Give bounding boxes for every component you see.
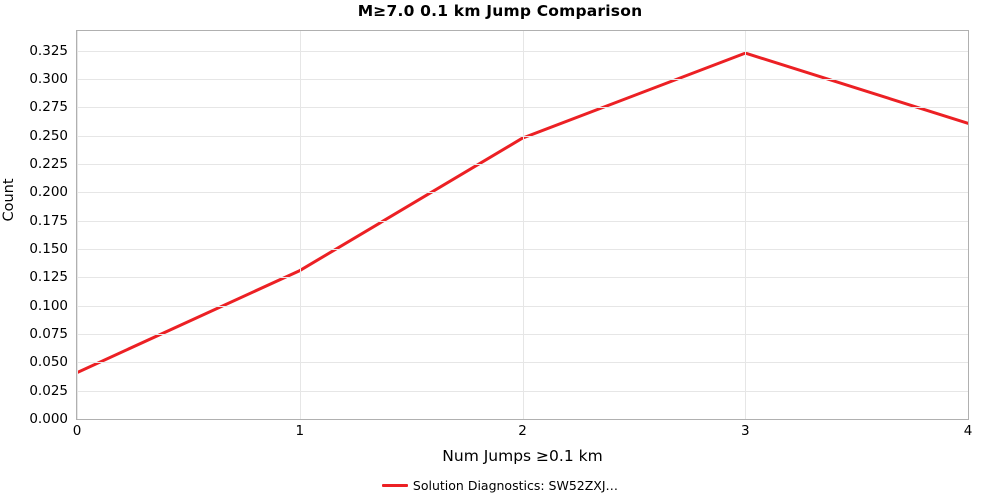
gridline-vertical [968, 31, 969, 419]
gridline-horizontal [77, 107, 968, 108]
gridline-horizontal [77, 391, 968, 392]
y-tick-label: 0.175 [29, 212, 68, 229]
gridline-horizontal [77, 419, 968, 420]
y-axis-label: Count [1, 178, 17, 222]
plot-area [76, 30, 969, 420]
series-lines [77, 51, 968, 375]
gridline-vertical [77, 31, 78, 419]
gridline-horizontal [77, 136, 968, 137]
x-tick-label: 1 [295, 423, 305, 439]
y-tick-label: 0.225 [29, 156, 68, 173]
x-axis-label: Num Jumps ≥0.1 km [442, 447, 603, 465]
gridline-horizontal [77, 249, 968, 250]
y-tick-label: 0.200 [29, 184, 68, 201]
y-tick-label: 0.150 [29, 241, 68, 258]
chart-legend: Solution Diagnostics: SW52ZXJ… [0, 478, 1000, 493]
y-tick-label: 0.050 [29, 354, 68, 371]
y-tick-label: 0.100 [29, 297, 68, 314]
x-tick-label: 0 [72, 423, 82, 439]
legend-item-label: Solution Diagnostics: SW52ZXJ… [412, 478, 619, 493]
gridline-horizontal [77, 164, 968, 165]
y-axis-tick-labels: 0.000 0.025 0.050 0.075 0.100 0.125 0.150 0.175… [0, 30, 68, 427]
y-tick-label: 0.325 [29, 42, 68, 59]
y-tick-label: 0.275 [29, 99, 68, 116]
legend-item[interactable]: Solution Diagnostics: SW52ZXJ… [381, 478, 619, 493]
gridline-vertical [300, 31, 301, 419]
gridline-horizontal [77, 334, 968, 335]
x-tick-label: 3 [740, 423, 750, 439]
y-tick-label: 0.025 [29, 382, 68, 399]
gridline-vertical [523, 31, 524, 419]
x-tick-label: 2 [518, 423, 527, 439]
y-tick-label: 0.300 [29, 71, 68, 88]
y-tick-label: 0.075 [29, 326, 68, 343]
x-tick-label: 4 [963, 423, 973, 439]
legend-color-swatch [381, 484, 408, 487]
gridline-horizontal [77, 306, 968, 307]
gridline-horizontal [77, 221, 968, 222]
y-tick-label: 0.125 [29, 269, 68, 286]
gridline-horizontal [77, 51, 968, 52]
x-axis-tick-labels: 0 1 2 3 4 [72, 423, 973, 443]
gridline-horizontal [77, 277, 968, 278]
gridline-horizontal [77, 192, 968, 193]
y-tick-label: 0.250 [29, 127, 68, 144]
chart-title: M≥7.0 0.1 km Jump Comparison [357, 2, 643, 20]
y-tick-label: 0.000 [29, 411, 68, 427]
gridline-vertical [745, 31, 746, 419]
gridline-horizontal [77, 79, 968, 80]
gridline-horizontal [77, 362, 968, 363]
